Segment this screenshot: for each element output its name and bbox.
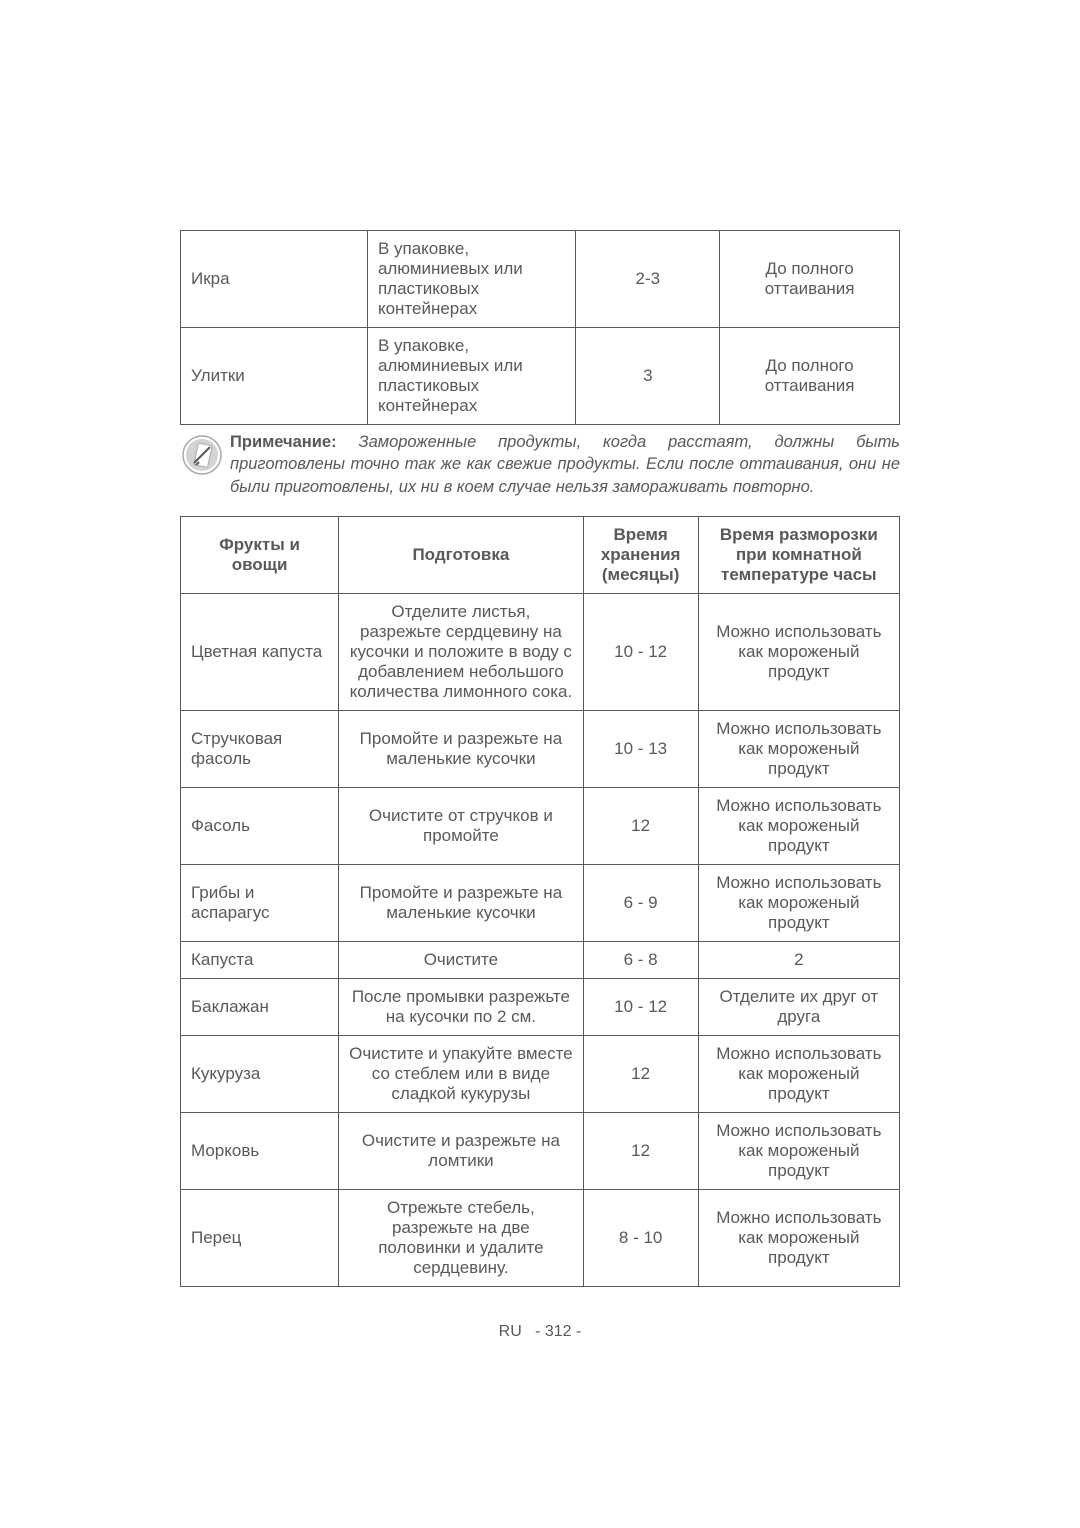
table-header-row: Фрукты и овощи Подготовка Время хранения… [181, 516, 900, 593]
cell-prep: Промойте и разрежьте на маленькие кусочк… [339, 864, 583, 941]
cell-storage: 12 [583, 1035, 698, 1112]
cell-thaw: Можно использовать как мороженый продукт [698, 1189, 899, 1286]
table-row: Перец Отрежьте стебель, разрежьте на две… [181, 1189, 900, 1286]
note-icon [180, 431, 224, 480]
cell-storage: 8 - 10 [583, 1189, 698, 1286]
cell-product: Грибы и аспарагус [181, 864, 339, 941]
cell-thaw: Можно использовать как мороженый продукт [698, 787, 899, 864]
page-container: Икра В упаковке, алюминиевых или пластик… [0, 0, 1080, 1401]
cell-product: Фасоль [181, 787, 339, 864]
cell-product: Стручковая фасоль [181, 710, 339, 787]
cell-prep: Очистите от стручков и промойте [339, 787, 583, 864]
note-label: Примечание: [230, 433, 337, 451]
cell-thaw: Можно использовать как мороженый продукт [698, 1035, 899, 1112]
cell-thaw: До полного оттаивания [720, 231, 900, 328]
cell-storage: 6 - 9 [583, 864, 698, 941]
page-footer: RU - 312 - [180, 1323, 900, 1341]
cell-prep: Промойте и разрежьте на маленькие кусочк… [339, 710, 583, 787]
col-header-storage: Время хранения (месяцы) [583, 516, 698, 593]
table-row: Улитки В упаковке, алюминиевых или пласт… [181, 328, 900, 425]
cell-thaw: Можно использовать как мороженый продукт [698, 1112, 899, 1189]
cell-thaw: 2 [698, 941, 899, 978]
table-row: Морковь Очистите и разрежьте на ломтики … [181, 1112, 900, 1189]
cell-product: Кукуруза [181, 1035, 339, 1112]
cell-thaw: Можно использовать как мороженый продукт [698, 710, 899, 787]
col-header-product: Фрукты и овощи [181, 516, 339, 593]
cell-thaw: Отделите их друг от друга [698, 978, 899, 1035]
table-row: Капуста Очистите 6 - 8 2 [181, 941, 900, 978]
cell-storage: 6 - 8 [583, 941, 698, 978]
cell-prep: Очистите [339, 941, 583, 978]
table-row: Стручковая фасоль Промойте и разрежьте н… [181, 710, 900, 787]
cell-duration: 2-3 [576, 231, 720, 328]
cell-duration: 3 [576, 328, 720, 425]
footer-lang: RU [499, 1323, 522, 1340]
note-block: Примечание: Замороженные продукты, когда… [180, 431, 900, 498]
table-row: Икра В упаковке, алюминиевых или пластик… [181, 231, 900, 328]
table-row: Грибы и аспарагус Промойте и разрежьте н… [181, 864, 900, 941]
note-text: Примечание: Замороженные продукты, когда… [224, 431, 900, 498]
cell-product: Баклажан [181, 978, 339, 1035]
cell-prep: После промывки разрежьте на кусочки по 2… [339, 978, 583, 1035]
cell-thaw: Можно использовать как мороженый продукт [698, 864, 899, 941]
table-row: Фасоль Очистите от стручков и промойте 1… [181, 787, 900, 864]
storage-table-2: Фрукты и овощи Подготовка Время хранения… [180, 516, 900, 1287]
cell-storage: 12 [583, 787, 698, 864]
cell-storage: 10 - 12 [583, 978, 698, 1035]
cell-packaging: В упаковке, алюминиевых или пластиковых … [367, 328, 576, 425]
cell-product: Перец [181, 1189, 339, 1286]
table-row: Цветная капуста Отделите листья, разрежь… [181, 593, 900, 710]
cell-product: Улитки [181, 328, 368, 425]
col-header-thaw: Время разморозки при комнатной температу… [698, 516, 899, 593]
cell-storage: 12 [583, 1112, 698, 1189]
cell-product: Цветная капуста [181, 593, 339, 710]
col-header-prep: Подготовка [339, 516, 583, 593]
cell-product: Морковь [181, 1112, 339, 1189]
footer-page: - 312 - [535, 1323, 581, 1340]
storage-table-1: Икра В упаковке, алюминиевых или пластик… [180, 230, 900, 425]
table-row: Баклажан После промывки разрежьте на кус… [181, 978, 900, 1035]
cell-packaging: В упаковке, алюминиевых или пластиковых … [367, 231, 576, 328]
cell-prep: Отрежьте стебель, разрежьте на две полов… [339, 1189, 583, 1286]
cell-storage: 10 - 12 [583, 593, 698, 710]
table-row: Кукуруза Очистите и упакуйте вместе со с… [181, 1035, 900, 1112]
cell-prep: Отделите листья, разрежьте сердцевину на… [339, 593, 583, 710]
cell-thaw: Можно использовать как мороженый продукт [698, 593, 899, 710]
cell-storage: 10 - 13 [583, 710, 698, 787]
cell-prep: Очистите и разрежьте на ломтики [339, 1112, 583, 1189]
cell-product: Капуста [181, 941, 339, 978]
cell-thaw: До полного оттаивания [720, 328, 900, 425]
cell-product: Икра [181, 231, 368, 328]
cell-prep: Очистите и упакуйте вместе со стеблем ил… [339, 1035, 583, 1112]
